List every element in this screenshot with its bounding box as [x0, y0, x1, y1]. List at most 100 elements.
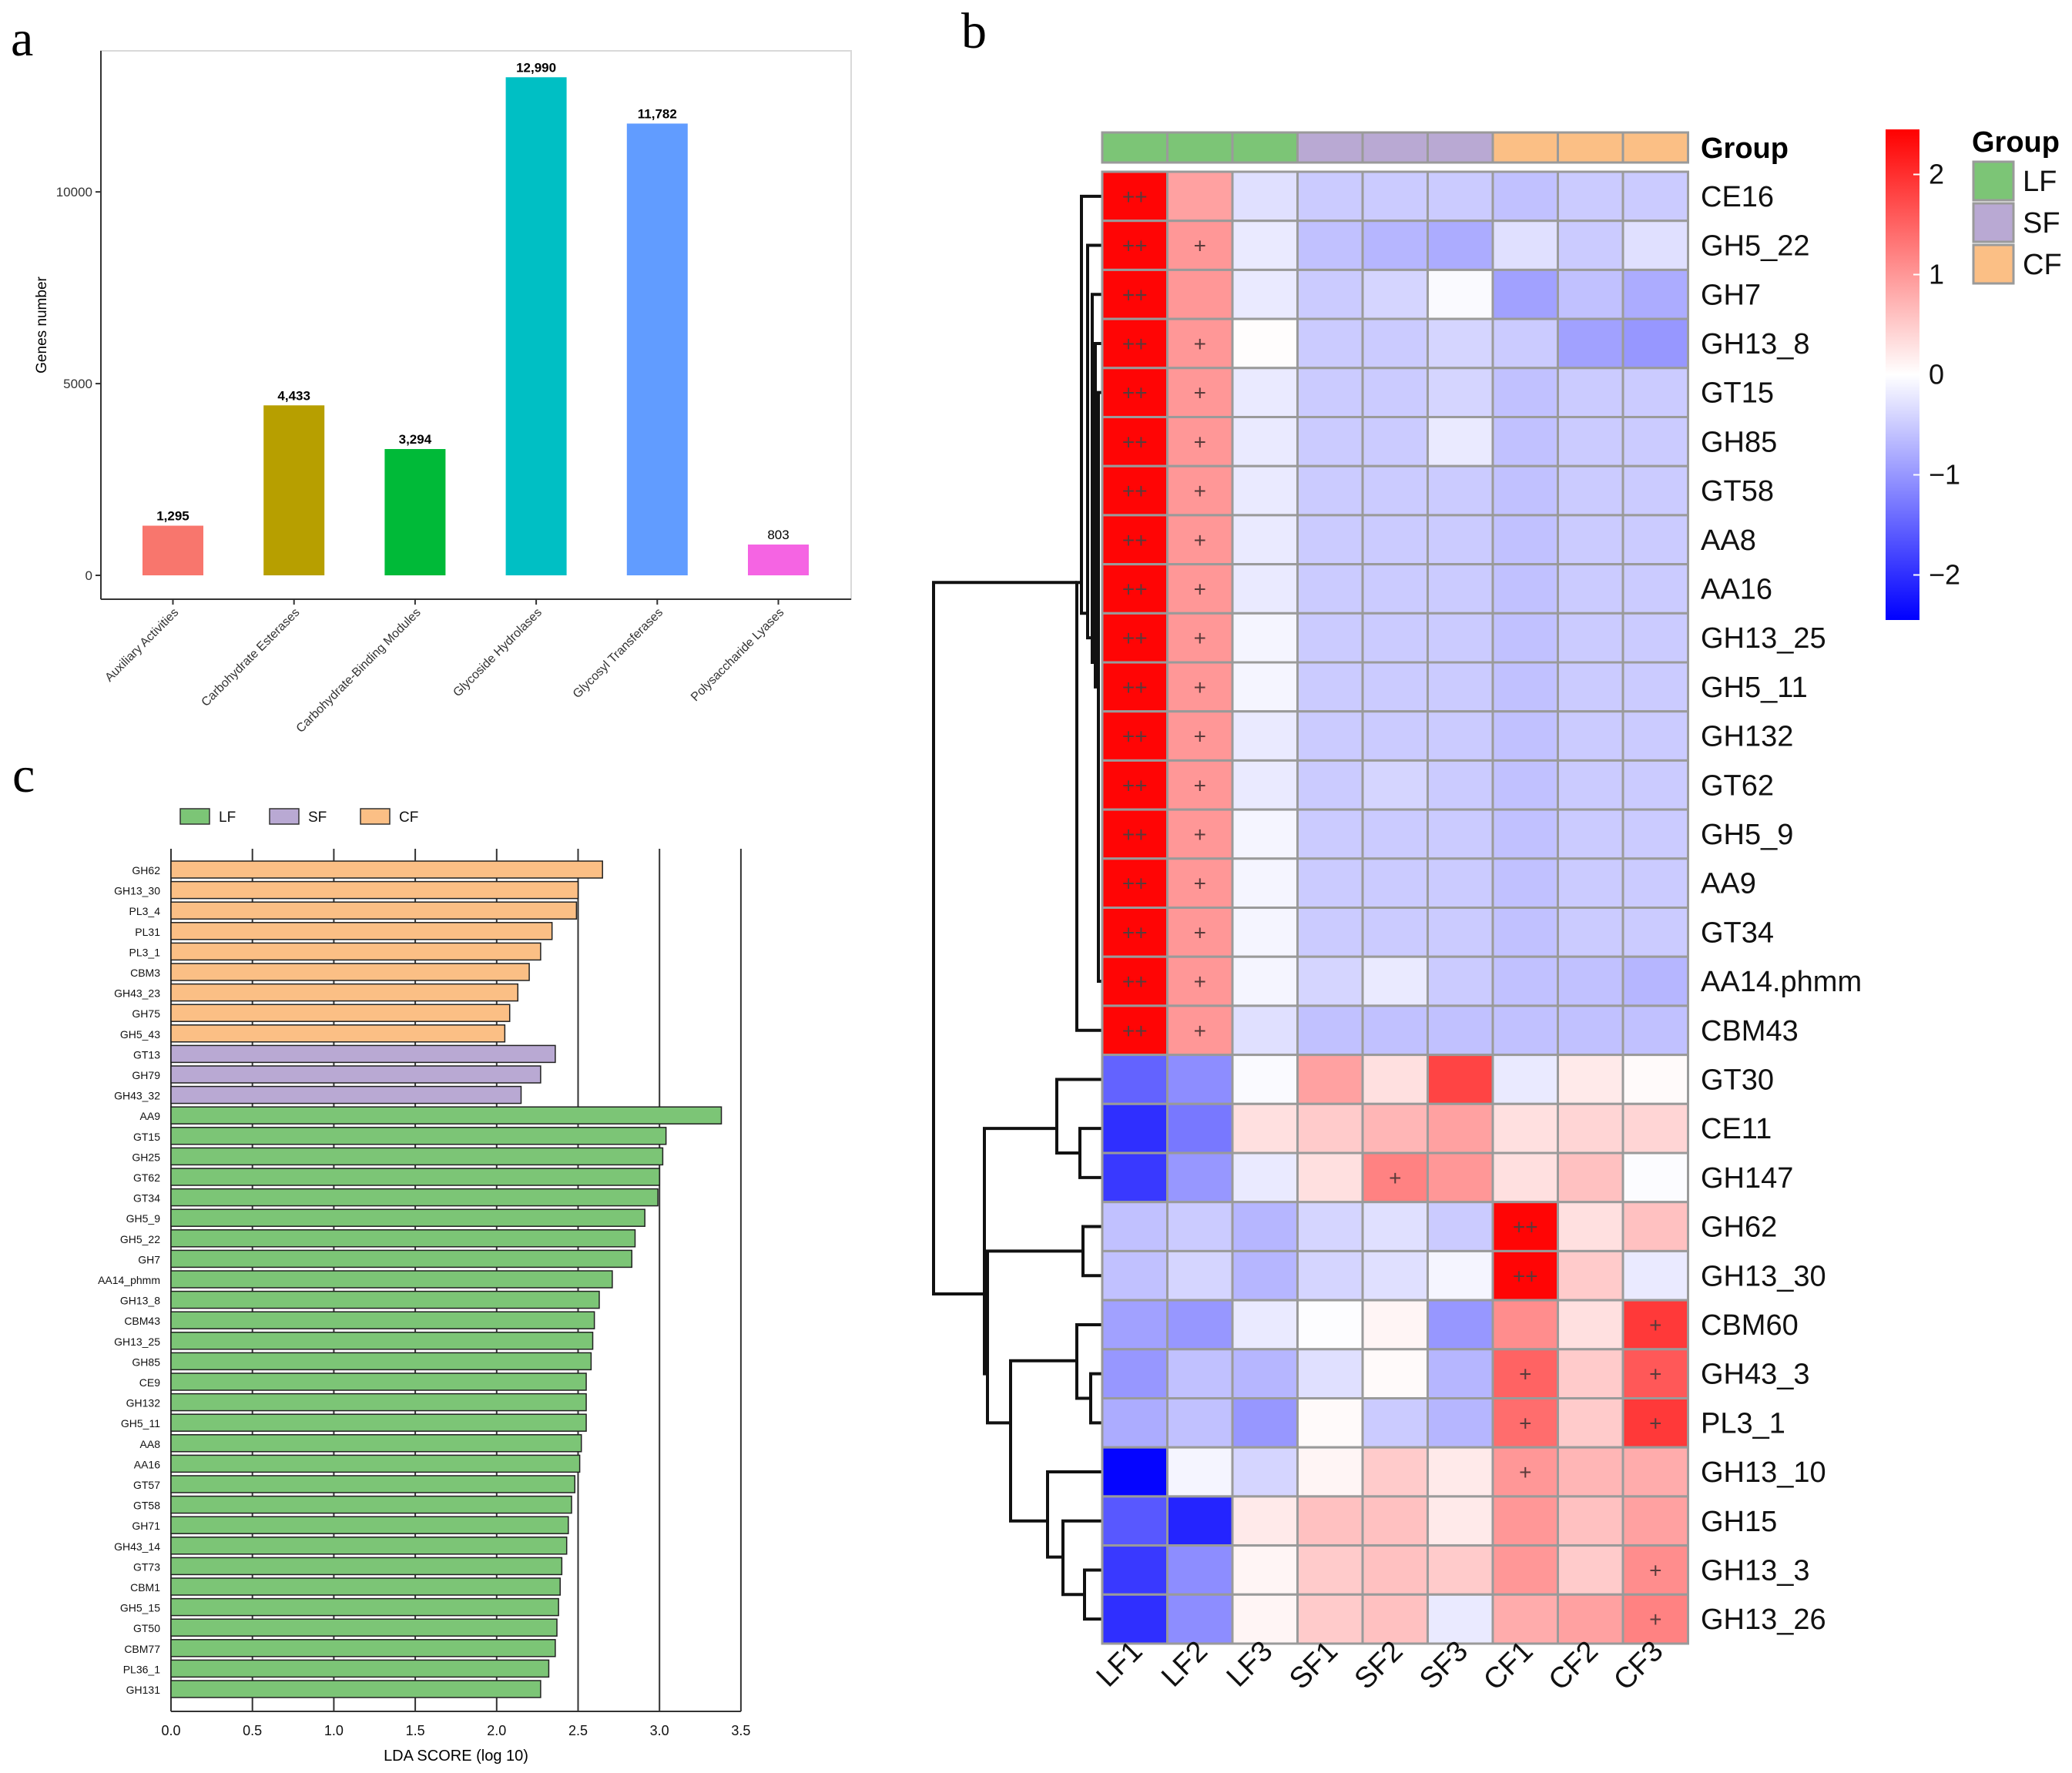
panel-c-y-tick-label: GH71 — [132, 1520, 160, 1532]
panel-b-cell — [1621, 857, 1689, 910]
panel-b-cell — [1166, 1151, 1234, 1204]
panel-b-cell — [1101, 1593, 1168, 1645]
panel-b-significance-mark: + — [1194, 773, 1206, 797]
panel-b-row-label: GH13_25 — [1701, 622, 1826, 655]
panel-b-cell — [1557, 907, 1624, 958]
panel-b-cell — [1557, 1054, 1624, 1105]
panel-b-significance-mark: ++ — [1122, 725, 1148, 749]
panel-b-cell — [1231, 563, 1299, 615]
panel-c-x-ticks: 0.0 0.5 1.0 1.5 2.0 2.5 3.0 3.5 — [161, 1711, 750, 1738]
panel-c-legend: LF SF CF — [179, 808, 418, 826]
panel-a-y-tick-label: 10000 — [56, 185, 92, 199]
panel-a-y-tick-label: 5000 — [63, 377, 92, 391]
panel-c-bar — [170, 1393, 587, 1412]
panel-b-row-label: AA9 — [1701, 868, 1756, 900]
panel-a-bars — [142, 77, 809, 576]
panel-b-cell — [1231, 759, 1299, 811]
panel-c-y-tick-label: GT34 — [133, 1192, 160, 1205]
panel-b-cell — [1101, 1054, 1168, 1105]
panel-b-row-label: GT15 — [1701, 377, 1774, 410]
panel-b-significance-mark: ++ — [1122, 479, 1148, 503]
panel-b-cell — [1427, 563, 1494, 615]
panel-b-cell — [1427, 1397, 1494, 1449]
panel-a-value-label: 1,295 — [156, 509, 189, 524]
panel-a-x-tick-labels: Auxiliary Activities Carbohydrate Esteras… — [102, 599, 786, 736]
panel-b-dendrogram-branch — [1089, 1372, 1102, 1425]
panel-c-y-tick-label: GH43_23 — [114, 987, 160, 1000]
panel-b-cell — [1231, 1495, 1299, 1547]
panel-b-cell — [1557, 170, 1624, 223]
panel-a-value-label: 803 — [767, 528, 789, 542]
panel-c-x-tick-label: 2.5 — [568, 1723, 588, 1738]
panel-b-cell — [1166, 268, 1234, 320]
panel-c-y-tick-label: GH132 — [126, 1397, 161, 1409]
panel-b-cell — [1621, 710, 1689, 762]
panel-b-cell — [1101, 1299, 1168, 1351]
panel-b-significance-mark: + — [1194, 1019, 1206, 1043]
panel-b-significance-mark: ++ — [1122, 381, 1148, 405]
panel-b-row-label: GH7 — [1701, 279, 1761, 311]
panel-b-cell — [1166, 170, 1234, 223]
panel-b-color-scale-tick-label: −1 — [1929, 459, 1960, 491]
panel-b-cell — [1296, 1348, 1364, 1400]
panel-b-cell — [1231, 1102, 1299, 1155]
panel-b-cell — [1361, 317, 1429, 370]
panel-c-y-tick-label: PL3_1 — [129, 946, 161, 958]
panel-b-cell — [1491, 220, 1559, 271]
panel-b-cell — [1231, 710, 1299, 762]
panel-b-color-scale-tick-label: 0 — [1929, 359, 1944, 390]
panel-b-cell — [1491, 1004, 1559, 1057]
panel-c-y-tick-label: AA14_phmm — [98, 1274, 160, 1286]
panel-c-bar — [170, 1659, 550, 1678]
panel-c-y-tick-label: GH85 — [132, 1356, 160, 1368]
panel-b-cell — [1557, 808, 1624, 860]
panel-b-legend-swatch — [1972, 160, 2015, 202]
panel-b-significance-mark: + — [1649, 1607, 1661, 1631]
panel-c-x-tick-label: 1.5 — [406, 1723, 425, 1738]
panel-c-y-tick-label: CBM1 — [130, 1581, 160, 1594]
panel-b-cell — [1491, 857, 1559, 910]
panel-b-cell — [1621, 268, 1689, 320]
panel-b-significance-mark: + — [1194, 234, 1206, 258]
panel-b-cell — [1621, 1446, 1689, 1498]
panel-b-cell — [1231, 416, 1299, 468]
panel-b-cell — [1491, 661, 1559, 713]
panel-b-cell — [1166, 1495, 1234, 1547]
panel-b-cell — [1491, 1054, 1559, 1105]
panel-b-cell — [1491, 1299, 1559, 1351]
panel-c-bar — [170, 1434, 582, 1453]
panel-c-x-tick-label: 0.5 — [243, 1723, 262, 1738]
panel-b-cell — [1621, 1201, 1689, 1252]
panel-c-y-tick-label: CBM3 — [130, 967, 160, 979]
panel-c-y-tick-label: GT73 — [133, 1560, 160, 1573]
panel-c-y-tick-label: GH7 — [138, 1253, 160, 1265]
panel-a-x-tick-label: Glycosyl Transferases — [571, 606, 666, 701]
panel-b-cell — [1296, 367, 1364, 418]
panel-b-significance-mark: ++ — [1513, 1264, 1538, 1288]
panel-b-cell — [1361, 1054, 1429, 1105]
panel-c-y-tick-label: GT15 — [133, 1131, 160, 1143]
panel-b-cell — [1621, 1249, 1689, 1302]
panel-c-bar — [170, 1557, 563, 1576]
panel-b-significance-mark: + — [1194, 430, 1206, 454]
panel-a-value-labels: 1,295 4,433 3,294 12,990 11,782 803 — [156, 60, 789, 542]
panel-b-row-label: GH5_22 — [1701, 230, 1810, 263]
panel-c-bar — [170, 1680, 541, 1698]
panel-b-cell — [1231, 1397, 1299, 1449]
panel-b-cell — [1101, 955, 1168, 1007]
panel-a-y-tick-label: 0 — [85, 568, 92, 583]
panel-b-cell — [1296, 661, 1364, 713]
panel-b-row-label: GH13_8 — [1701, 328, 1810, 360]
panel-b-cell — [1231, 268, 1299, 320]
panel-c-bar — [170, 1537, 568, 1555]
panel-b-cell — [1621, 1397, 1689, 1449]
panel-c-bar — [170, 1454, 581, 1473]
panel-b-cell — [1166, 220, 1234, 271]
panel-b-cell — [1557, 1102, 1624, 1155]
panel-b-cell — [1491, 268, 1559, 320]
panel-b-cell — [1101, 1495, 1168, 1547]
panel-b-cell — [1296, 416, 1364, 468]
panel-b-cell — [1361, 514, 1429, 566]
panel-c-y-tick-label: GT58 — [133, 1500, 160, 1512]
panel-b-cell — [1427, 1249, 1494, 1302]
